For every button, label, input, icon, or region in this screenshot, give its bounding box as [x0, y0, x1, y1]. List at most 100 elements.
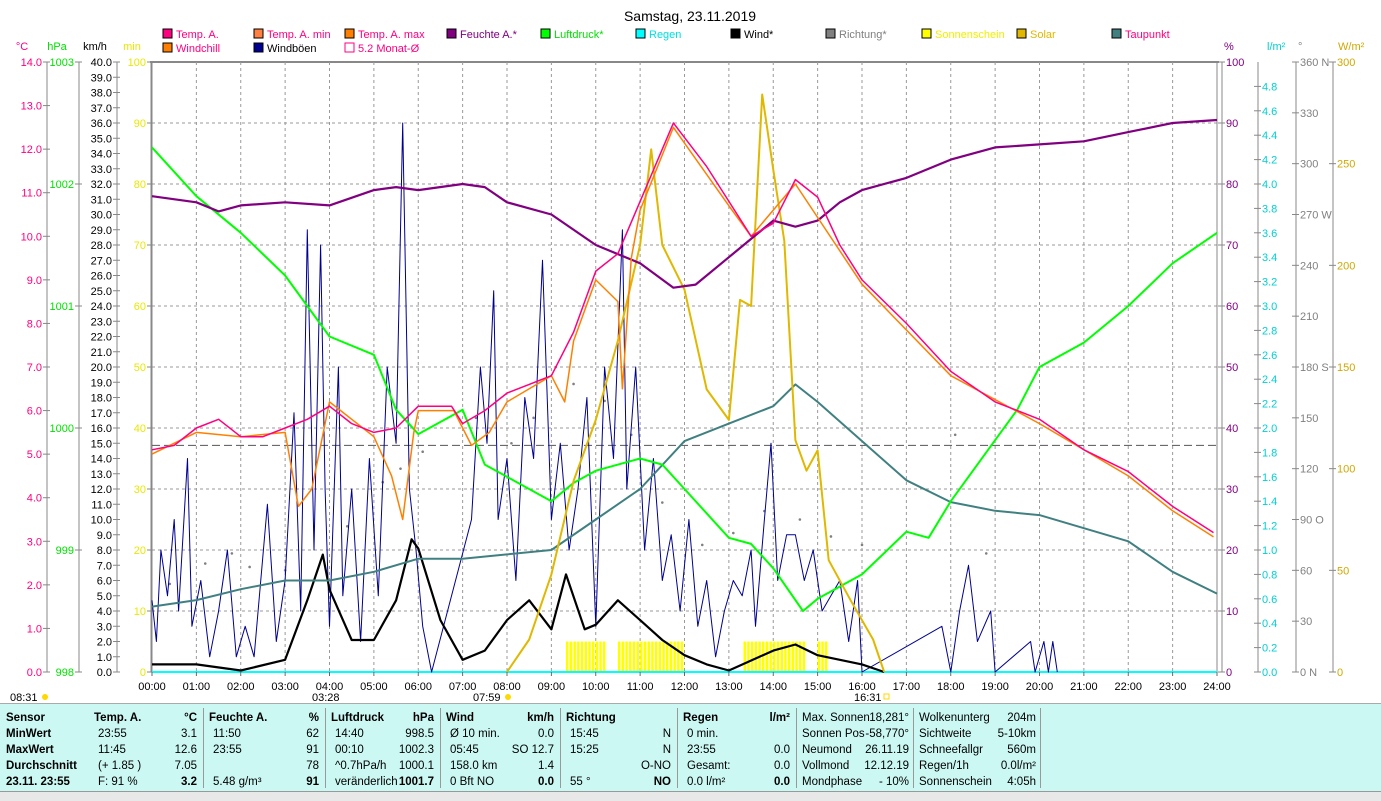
axis-tick-label: 998	[56, 667, 74, 679]
axis-tick-label: 6.0	[27, 406, 42, 418]
axis-unit-celsius: °C	[16, 41, 28, 53]
series-richtung-point	[572, 382, 575, 386]
column-unit: l/m²	[769, 712, 790, 724]
series-sonnenschein-bar	[647, 641, 651, 672]
table-column-temp-a-: Temp. A. °C 23:55 3.1 11:45 12.6 (+ 1.85 ) 7.05…	[88, 708, 204, 788]
axis-tick-label: 0	[1226, 667, 1232, 679]
series-richtung-point	[603, 399, 606, 403]
axis-tick-label: 11.0	[91, 499, 112, 511]
series-solar	[506, 93, 886, 673]
time-label: 22:00	[1114, 681, 1142, 693]
table-row: 23.11. 23:55	[6, 774, 82, 790]
table-row: 00:10 1002.3	[331, 742, 434, 758]
time-label: 02:00	[227, 681, 255, 693]
table-row: MaxWert	[6, 742, 82, 758]
cell-label: 23:55	[213, 744, 242, 756]
cell-value: 3.2	[181, 776, 197, 788]
cell-value: SO 12.7	[511, 744, 554, 756]
series-sonnenschein-bar	[780, 641, 783, 672]
cell-value: 12.12.19	[864, 760, 909, 772]
axis-tick-label: 90	[134, 118, 146, 130]
axis-tick-label: 4.2	[1262, 155, 1277, 167]
axis-tick-label: 3.6	[1262, 228, 1277, 240]
axis-tick-label: 100	[128, 57, 146, 69]
legend-swatch	[446, 28, 457, 39]
table-row: Sonnenschein 4:05h	[919, 774, 1036, 790]
axis-unit-direction: °	[1298, 41, 1302, 53]
cell-label: Sichtweite	[919, 728, 972, 740]
legend-label: Wind*	[744, 29, 774, 41]
time-label: 08:00	[493, 681, 521, 693]
axis-tick-label: 0 N	[1300, 667, 1317, 679]
time-label: 12:00	[671, 681, 699, 693]
axis-tick-label: 3.8	[1262, 203, 1277, 215]
axis-tick-label: 21.0	[91, 347, 112, 359]
axis-tick-label: 330	[1300, 108, 1318, 120]
status-bar	[0, 791, 1381, 801]
cell-label: veränderlich	[335, 776, 398, 788]
cell-value: N	[662, 744, 671, 756]
cell-label: Vollmond	[802, 760, 850, 772]
table-column-richtung: Richtung 15:45 N 15:25 N O-NO 55 ° NO	[560, 708, 678, 788]
table-row: Mondphase - 10%	[802, 774, 909, 790]
axis-tick-label: 24.0	[91, 301, 112, 313]
column-unit: °C	[184, 712, 197, 724]
axis-tick-label: 0.0	[97, 667, 112, 679]
cell-value: 560m	[1007, 744, 1036, 756]
axis-tick-label: 3.0	[27, 536, 42, 548]
axis-tick-label: 60	[1226, 301, 1238, 313]
axis-tick-label: 11.0	[21, 188, 42, 200]
series-sonnenschein-bar	[787, 641, 791, 672]
axis-unit-hpa: hPa	[47, 41, 67, 53]
sunrise-mark-time: 07:59	[473, 692, 501, 703]
axis-tick-label: 240	[1300, 260, 1318, 272]
axis-tick-label: 0	[140, 667, 146, 679]
column-header: Richtung	[566, 712, 616, 724]
cell-value: 4:05h	[1007, 776, 1036, 788]
axis-tick-label: 90	[1226, 118, 1238, 130]
axis-tick-label: 27.0	[91, 255, 112, 267]
series-sonnenschein-bar	[617, 641, 621, 672]
series-richtung-point	[798, 518, 802, 521]
series-richtung-point	[953, 433, 957, 437]
legend-label: Windböen	[267, 43, 317, 55]
column-header: Luftdruck	[331, 712, 385, 724]
legend-swatch	[825, 28, 836, 39]
cell-label: 55 °	[570, 776, 591, 788]
legend-swatch	[1111, 28, 1122, 39]
cell-label: 0 Bft NO	[450, 776, 495, 788]
axis-tick-label: 300	[1337, 57, 1355, 69]
weather-chart: Samstag, 23.11.2019 Temp. A. Temp. A. min…	[10, 8, 1365, 703]
legend-label: Regen	[649, 29, 681, 41]
cell-value: 0.0l/m²	[1000, 760, 1036, 772]
axis-tick-label: 210	[1300, 311, 1318, 323]
series-richtung-point	[399, 467, 402, 470]
series-sonnenschein-bar	[584, 641, 588, 672]
axis-tick-label: 7.0	[97, 560, 112, 572]
table-header: Luftdruck hPa	[331, 710, 434, 726]
series-sonnenschein-bar	[680, 641, 684, 672]
cell-value: 26.11.19	[865, 744, 909, 756]
axes: °C 0.0 1.0 2.0 3.0 4.0 5.0 6.0 7.0 8.0 9.0 10.0 11.0…	[16, 41, 1365, 679]
series-sonnenschein-bar	[776, 641, 780, 672]
axis-tick-label: 100	[1226, 57, 1244, 69]
table-row: 0 min.	[683, 726, 790, 742]
axis-tick-label: 90 O	[1300, 515, 1324, 527]
axis-tick-label: 36.0	[91, 118, 112, 130]
series-richtung-point	[984, 552, 988, 555]
axis-tick-label: 300	[1300, 159, 1318, 171]
sun-icon	[42, 694, 48, 700]
cell-value: O-NO	[640, 760, 671, 772]
table-row: F: 91 % 3.2	[94, 774, 197, 790]
cell-label: 14:40	[335, 728, 364, 740]
table-header: Temp. A. °C	[94, 710, 197, 726]
table-row: 78	[209, 758, 319, 774]
axis-tick-label: 150	[1300, 413, 1318, 425]
axis-tick-label: 9.0	[97, 530, 112, 542]
series-richtung-point	[829, 535, 833, 538]
legend-swatch	[540, 28, 551, 39]
series-sonnenschein-bar	[629, 641, 632, 672]
table-row: Gesamt: 0.0	[683, 758, 790, 774]
axis-tick-label: 30	[1226, 484, 1238, 496]
table-row: 15:45 N	[566, 726, 671, 742]
